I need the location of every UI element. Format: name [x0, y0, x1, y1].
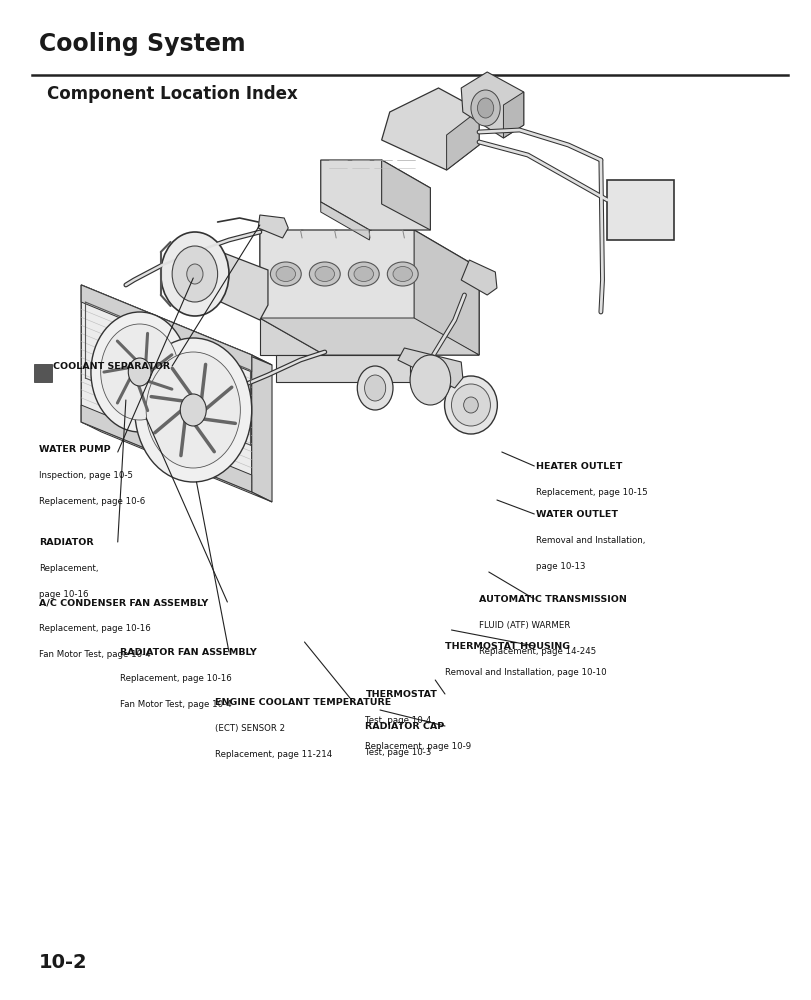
Text: HEATER OUTLET: HEATER OUTLET	[535, 462, 621, 471]
Polygon shape	[195, 245, 268, 320]
Polygon shape	[320, 160, 430, 230]
Circle shape	[128, 358, 151, 386]
Circle shape	[180, 394, 206, 426]
Text: Fan Motor Test, page 10-4: Fan Motor Test, page 10-4	[120, 700, 232, 709]
Polygon shape	[260, 318, 478, 355]
Circle shape	[187, 264, 203, 284]
Circle shape	[410, 355, 450, 405]
Ellipse shape	[354, 266, 373, 282]
Ellipse shape	[463, 397, 478, 413]
Ellipse shape	[270, 262, 301, 286]
Circle shape	[364, 375, 385, 401]
Text: Replacement, page 10-16: Replacement, page 10-16	[120, 674, 232, 683]
Text: A/C CONDENSER FAN ASSEMBLY: A/C CONDENSER FAN ASSEMBLY	[39, 598, 208, 607]
Circle shape	[357, 366, 393, 410]
Text: Test, page 10-3: Test, page 10-3	[365, 748, 431, 757]
Text: Test, page 10-4: Test, page 10-4	[365, 716, 431, 725]
Text: Replacement,: Replacement,	[39, 564, 98, 573]
Text: (ECT) SENSOR 2: (ECT) SENSOR 2	[215, 724, 285, 733]
Ellipse shape	[444, 376, 496, 434]
Text: Replacement, page 10-6: Replacement, page 10-6	[39, 497, 145, 506]
Polygon shape	[251, 355, 272, 502]
Circle shape	[477, 98, 493, 118]
Circle shape	[161, 232, 229, 316]
Polygon shape	[397, 348, 462, 388]
Polygon shape	[81, 405, 251, 492]
Text: ENGINE COOLANT TEMPERATURE: ENGINE COOLANT TEMPERATURE	[215, 698, 391, 707]
Polygon shape	[81, 285, 272, 365]
Text: Removal and Installation,: Removal and Installation,	[535, 536, 645, 545]
Text: AUTOMATIC TRANSMISSION: AUTOMATIC TRANSMISSION	[478, 595, 626, 604]
Polygon shape	[81, 285, 251, 372]
Polygon shape	[260, 230, 478, 355]
Polygon shape	[81, 285, 251, 492]
Circle shape	[91, 312, 188, 432]
Polygon shape	[258, 215, 288, 238]
Text: Cooling System: Cooling System	[39, 32, 245, 56]
Ellipse shape	[309, 262, 340, 286]
Circle shape	[135, 338, 251, 482]
Polygon shape	[381, 160, 430, 230]
Text: RADIATOR: RADIATOR	[39, 538, 93, 547]
Text: page 10-16: page 10-16	[39, 590, 88, 599]
Circle shape	[101, 324, 178, 420]
Polygon shape	[414, 230, 478, 355]
Polygon shape	[461, 260, 496, 295]
Ellipse shape	[276, 266, 295, 282]
Circle shape	[146, 352, 240, 468]
Text: Inspection, page 10-5: Inspection, page 10-5	[39, 471, 133, 480]
Text: Replacement, page 10-15: Replacement, page 10-15	[535, 488, 647, 497]
Ellipse shape	[315, 266, 334, 282]
Polygon shape	[320, 202, 369, 240]
Circle shape	[172, 246, 217, 302]
Polygon shape	[276, 355, 410, 382]
Text: RADIATOR FAN ASSEMBLY: RADIATOR FAN ASSEMBLY	[120, 648, 256, 657]
Text: FLUID (ATF) WARMER: FLUID (ATF) WARMER	[478, 621, 570, 630]
Polygon shape	[607, 180, 673, 240]
Ellipse shape	[387, 262, 418, 286]
Text: Replacement, page 10-16: Replacement, page 10-16	[39, 624, 151, 633]
Polygon shape	[446, 110, 478, 170]
Text: Fan Motor Test, page 10-4: Fan Motor Test, page 10-4	[39, 650, 151, 659]
FancyBboxPatch shape	[34, 364, 52, 382]
Polygon shape	[81, 422, 272, 502]
Polygon shape	[381, 88, 478, 170]
Text: THERMOSTAT HOUSING: THERMOSTAT HOUSING	[444, 642, 569, 651]
Text: RADIATOR CAP: RADIATOR CAP	[365, 722, 444, 731]
Ellipse shape	[451, 384, 490, 426]
Text: THERMOSTAT: THERMOSTAT	[365, 690, 437, 699]
Text: Replacement, page 14-245: Replacement, page 14-245	[478, 647, 595, 656]
Text: COOLANT SEPARATOR: COOLANT SEPARATOR	[54, 362, 170, 371]
Text: page 10-13: page 10-13	[535, 562, 585, 571]
Polygon shape	[260, 318, 414, 355]
Circle shape	[470, 90, 500, 126]
Text: Replacement, page 11-214: Replacement, page 11-214	[215, 750, 332, 759]
Ellipse shape	[393, 266, 412, 282]
Text: Replacement, page 10-9: Replacement, page 10-9	[365, 742, 471, 751]
Polygon shape	[503, 92, 523, 138]
Text: 10-2: 10-2	[39, 953, 88, 972]
Text: WATER OUTLET: WATER OUTLET	[535, 510, 617, 519]
Text: Removal and Installation, page 10-10: Removal and Installation, page 10-10	[444, 668, 606, 677]
Text: Component Location Index: Component Location Index	[47, 85, 298, 103]
Text: WATER PUMP: WATER PUMP	[39, 445, 110, 454]
Polygon shape	[461, 72, 523, 138]
Ellipse shape	[348, 262, 379, 286]
